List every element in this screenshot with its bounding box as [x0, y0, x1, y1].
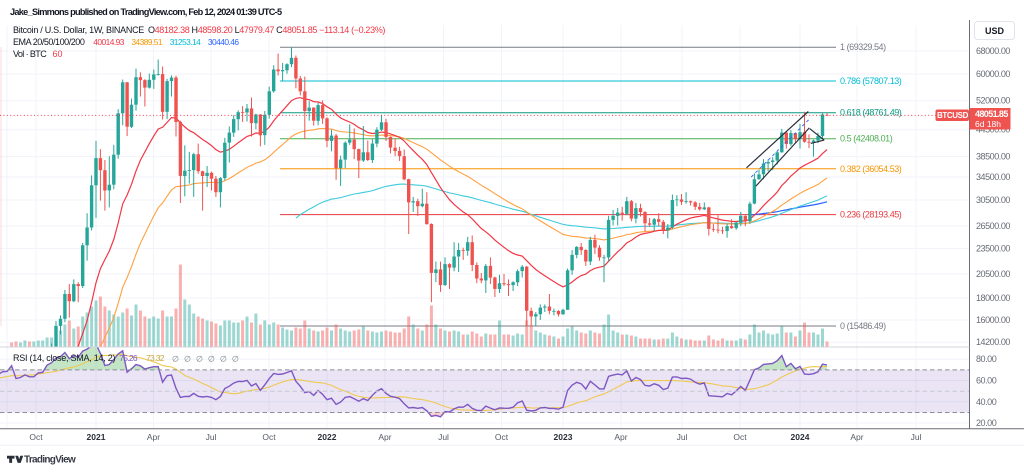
svg-text:38500.00: 38500.00: [976, 152, 1010, 162]
svg-text:31253.14: 31253.14: [170, 37, 201, 47]
svg-text:68000.00: 68000.00: [976, 46, 1010, 56]
svg-text:Oct: Oct: [495, 432, 509, 442]
svg-text:40.00: 40.00: [976, 397, 997, 407]
svg-text:0.236 (28193.45): 0.236 (28193.45): [840, 210, 902, 220]
svg-text:60: 60: [53, 49, 63, 59]
svg-text:30500.00: 30500.00: [976, 195, 1010, 205]
svg-text:23500.00: 23500.00: [976, 244, 1010, 254]
svg-text:Apr: Apr: [850, 432, 863, 442]
svg-text:Oct: Oct: [262, 432, 276, 442]
svg-text:EMA 20/50/100/200: EMA 20/50/100/200: [13, 37, 85, 47]
svg-text:Jul: Jul: [911, 432, 922, 442]
svg-text:O48182.38 H48598.20 L47979.47: O48182.38 H48598.20 L47979.47 C48051.85 …: [148, 25, 385, 35]
svg-text:Oct: Oct: [733, 432, 747, 442]
svg-text:60.00: 60.00: [976, 376, 997, 386]
svg-text:Apr: Apr: [147, 432, 160, 442]
svg-text:16000.00: 16000.00: [976, 315, 1010, 325]
svg-text:34500.00: 34500.00: [976, 172, 1010, 182]
svg-text:2021: 2021: [87, 432, 106, 442]
svg-text:44500.00: 44500.00: [976, 125, 1010, 135]
svg-text:∅∅∅∅∅∅: ∅∅∅∅∅∅: [172, 355, 244, 364]
svg-text:2022: 2022: [318, 432, 337, 442]
svg-text:0.382 (36054.53): 0.382 (36054.53): [840, 164, 902, 174]
svg-text:20500.00: 20500.00: [976, 269, 1010, 279]
svg-text:30440.46: 30440.46: [208, 37, 239, 47]
svg-text:Jul: Jul: [677, 432, 688, 442]
svg-text:0.5 (42408.01): 0.5 (42408.01): [840, 134, 893, 144]
svg-text:BTCUSD: BTCUSD: [937, 111, 969, 120]
svg-text:73.32: 73.32: [146, 353, 165, 363]
svg-text:0.786 (57807.13): 0.786 (57807.13): [840, 76, 902, 86]
svg-text:34389.51: 34389.51: [131, 37, 162, 47]
svg-text:2024: 2024: [791, 432, 810, 442]
svg-text:USD: USD: [985, 26, 1005, 36]
svg-text:Vol · BTC: Vol · BTC: [13, 49, 47, 59]
svg-text:Jul: Jul: [438, 432, 449, 442]
svg-text:6d 18h: 6d 18h: [975, 119, 1001, 129]
svg-text:TradingView: TradingView: [24, 455, 76, 466]
svg-text:48051.85: 48051.85: [975, 109, 1008, 119]
svg-text:40014.93: 40014.93: [93, 37, 124, 47]
svg-text:26500.00: 26500.00: [976, 221, 1010, 231]
svg-text:Jul: Jul: [206, 432, 217, 442]
svg-text:60000.00: 60000.00: [976, 69, 1010, 79]
svg-text:80.00: 80.00: [976, 354, 997, 364]
svg-text:Jake_Simmons published on Trad: Jake_Simmons published on TradingView.co…: [10, 7, 282, 17]
svg-text:Bitcoin / U.S. Dollar, 1W, BIN: Bitcoin / U.S. Dollar, 1W, BINANCE: [13, 25, 144, 35]
svg-text:1 (69329.54): 1 (69329.54): [840, 42, 886, 52]
svg-text:RSI (14, close, SMA, 14, 2): RSI (14, close, SMA, 14, 2): [13, 353, 116, 363]
svg-text:Apr: Apr: [614, 432, 627, 442]
svg-text:0 (15486.49): 0 (15486.49): [840, 321, 886, 331]
svg-text:52000.00: 52000.00: [976, 96, 1010, 106]
svg-text:18000.00: 18000.00: [976, 293, 1010, 303]
svg-text:0.618 (48761.49): 0.618 (48761.49): [840, 108, 902, 118]
svg-text:Apr: Apr: [378, 432, 391, 442]
svg-text:75.26: 75.26: [119, 353, 138, 363]
svg-text:2023: 2023: [554, 432, 573, 442]
svg-text:Oct: Oct: [29, 432, 43, 442]
svg-text:14200.00: 14200.00: [976, 337, 1010, 347]
svg-text:20.00: 20.00: [976, 418, 997, 428]
